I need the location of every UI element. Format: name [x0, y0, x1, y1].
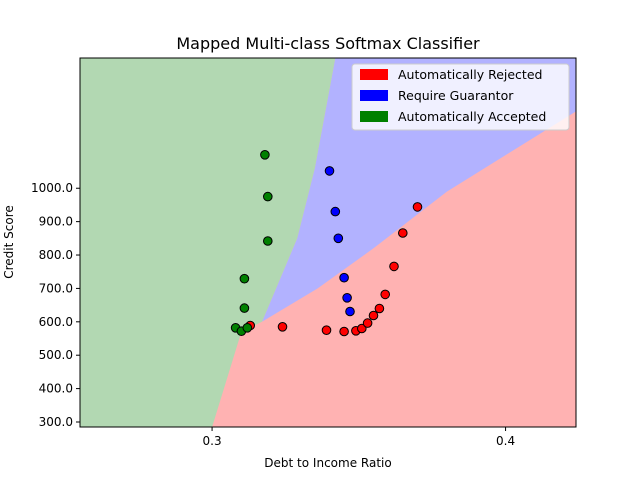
x-axis-ticks: 0.3 0.4	[203, 427, 515, 448]
x-tick-label: 0.4	[496, 434, 515, 448]
data-point	[357, 323, 367, 334]
y-tick-label: 800.0	[39, 248, 73, 262]
data-point	[239, 303, 250, 313]
data-point	[321, 325, 332, 336]
legend-label: Automatically Rejected	[398, 67, 542, 82]
y-axis-ticks: 300.0 400.0 500.0 600.0 700.0 800.0 900.0 1000.…	[31, 181, 80, 429]
legend-box	[351, 63, 570, 131]
region-accepted	[80, 58, 336, 427]
chart-title: Mapped Multi-class Softmax Classifier	[176, 34, 480, 53]
y-tick-label: 700.0	[39, 281, 73, 295]
legend-entries: Automatically Rejected Require Guarantor A…	[360, 67, 546, 124]
data-point	[330, 206, 341, 217]
legend: Automatically Rejected Require Guarantor A…	[351, 63, 570, 131]
data-point	[260, 150, 270, 160]
legend-swatch	[360, 69, 388, 80]
data-point	[242, 323, 253, 333]
data-point	[239, 273, 250, 284]
data-point	[368, 310, 379, 321]
x-axis-label: Debt to Income Ratio	[264, 456, 391, 470]
legend-swatch	[360, 90, 388, 101]
data-point	[345, 306, 355, 317]
data-point	[342, 293, 352, 303]
y-axis-label: Credit Score	[2, 205, 16, 279]
y-tick-label: 900.0	[39, 215, 73, 229]
data-point	[339, 272, 349, 283]
y-tick-label: 600.0	[39, 315, 73, 329]
points-layer	[230, 150, 423, 337]
legend-label: Automatically Accepted	[398, 109, 546, 124]
data-point	[263, 191, 273, 202]
data-point	[324, 166, 335, 176]
y-tick-label: 1000.0	[31, 181, 73, 195]
data-point	[380, 289, 391, 300]
plot-frame	[79, 57, 577, 428]
legend-swatch	[360, 111, 388, 122]
y-tick-label: 400.0	[39, 382, 73, 396]
data-point	[362, 318, 373, 328]
data-point	[277, 322, 288, 332]
x-tick-label: 0.3	[203, 434, 222, 448]
data-point	[389, 261, 399, 272]
data-point	[333, 233, 344, 244]
data-point	[374, 303, 385, 314]
legend-label: Require Guarantor	[398, 88, 514, 103]
data-point	[412, 202, 423, 212]
y-tick-label: 300.0	[39, 415, 73, 429]
data-point	[263, 236, 273, 246]
y-tick-label: 500.0	[39, 348, 73, 362]
data-point	[339, 326, 349, 337]
data-point	[398, 228, 408, 238]
